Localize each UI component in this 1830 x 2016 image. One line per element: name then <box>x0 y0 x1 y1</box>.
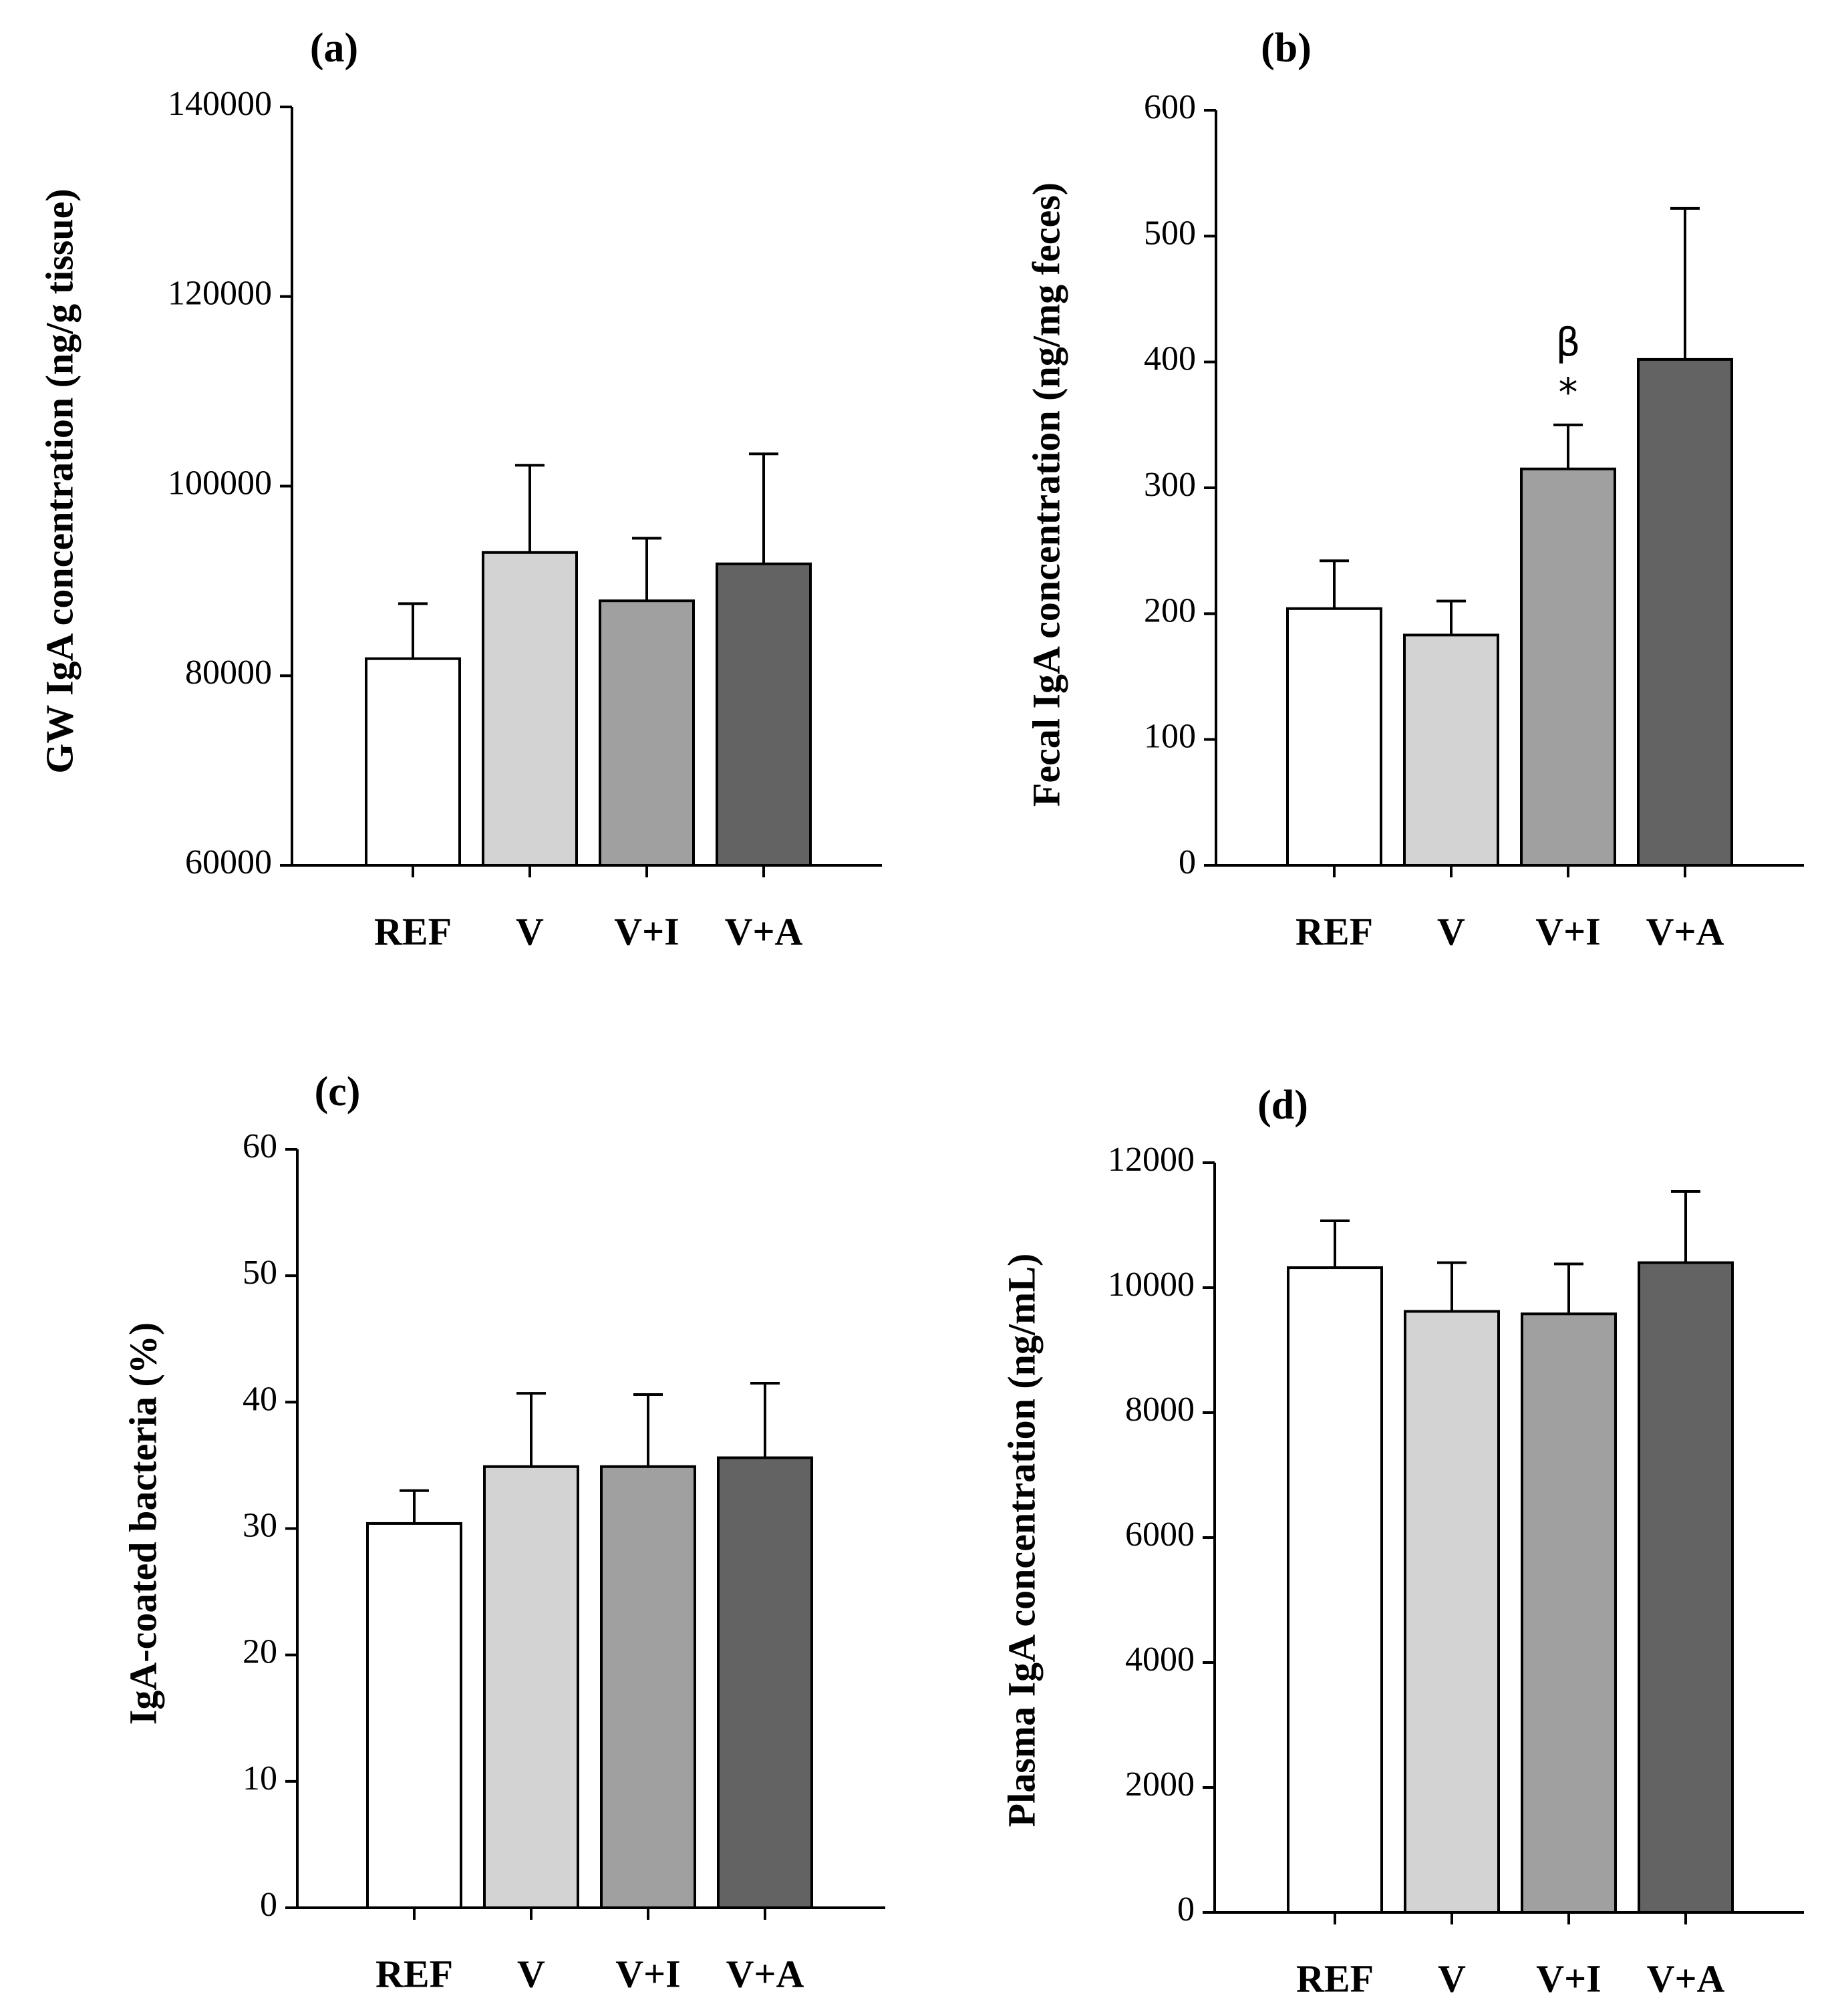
y-tick-label: 50 <box>243 1254 277 1292</box>
x-category-label: V <box>516 909 544 953</box>
y-tick-label: 100 <box>1144 718 1196 756</box>
y-tick-label: 6000 <box>1125 1516 1195 1554</box>
y-tick-label: 140000 <box>168 85 272 123</box>
y-tick-label: 100000 <box>168 464 272 502</box>
y-tick-label: 600 <box>1144 88 1196 126</box>
bar-V+A <box>716 562 812 867</box>
y-tick-label: 40 <box>243 1380 277 1418</box>
y-axis-title: GW IgA concentration (ng/g tissue) <box>37 188 81 773</box>
y-tick-label: 400 <box>1144 340 1196 378</box>
y-tick-label: 120000 <box>168 275 272 313</box>
bar-V+A <box>1638 1261 1734 1914</box>
bar-V+I <box>599 599 695 867</box>
x-category-label: V+A <box>1646 909 1724 953</box>
y-axis-title: IgA-coated bacteria (%) <box>121 1322 164 1725</box>
y-tick-label: 30 <box>243 1506 277 1544</box>
chart-panel-3: (c) IgA-coated bacteria (%) 0 10 20 30 40 50 60 R… <box>121 1069 885 1995</box>
y-axis-title: Fecal IgA concentration (ng/mg feces) <box>1024 182 1068 807</box>
x-category-label: V+I <box>614 909 679 953</box>
x-category-label: V <box>517 1952 545 1995</box>
chart-panel-2: (b) Fecal IgA concentration (ng/mg feces)… <box>1024 25 1804 953</box>
bar-V <box>482 551 578 867</box>
x-category-label: V+I <box>615 1952 681 1995</box>
x-category-label: V+A <box>726 1952 804 1995</box>
panel-label: (a) <box>310 25 358 71</box>
significance-marker: β <box>1555 319 1580 365</box>
y-tick-label: 500 <box>1144 214 1196 252</box>
bar-REF <box>366 1522 462 1909</box>
y-axis-title: Plasma IgA concentration (ng/mL) <box>1000 1254 1043 1828</box>
y-tick-label: 300 <box>1144 466 1196 504</box>
x-category-label: REF <box>1295 909 1373 953</box>
chart-panel-4: (d) Plasma IgA concentration (ng/mL) 0 2000… <box>1000 1083 1804 2000</box>
chart-panel-1: (a) GW IgA concentration (ng/g tissue) 600… <box>37 25 882 953</box>
x-category-label: V+I <box>1535 909 1601 953</box>
x-category-label: REF <box>374 909 452 953</box>
y-tick-label: 60000 <box>185 843 272 881</box>
x-category-label: V+A <box>1647 1957 1725 2000</box>
bar-V+I <box>1521 1312 1617 1914</box>
x-category-label: REF <box>375 1952 453 1995</box>
x-category-label: V+I <box>1536 1957 1602 2000</box>
bar-V+I <box>1520 467 1616 867</box>
bar-REF <box>1287 1266 1383 1914</box>
y-tick-label: 12000 <box>1108 1141 1195 1179</box>
bar-V+A <box>1637 357 1733 867</box>
y-tick-label: 60 <box>243 1127 277 1165</box>
panel-label: (c) <box>315 1069 361 1115</box>
y-tick-label: 20 <box>243 1633 277 1671</box>
bar-V <box>483 1465 579 1909</box>
bar-V <box>1404 1310 1500 1914</box>
x-category-label: REF <box>1296 1957 1374 2000</box>
significance-marker: * <box>1559 370 1578 415</box>
y-tick-label: 10 <box>243 1759 277 1797</box>
panel-label: (b) <box>1261 25 1312 71</box>
y-tick-label: 4000 <box>1125 1640 1195 1679</box>
y-tick-label: 80000 <box>185 654 272 692</box>
y-tick-label: 0 <box>260 1886 277 1924</box>
y-tick-label: 8000 <box>1125 1391 1195 1429</box>
panel-label: (d) <box>1257 1083 1308 1128</box>
x-category-label: V+A <box>725 909 803 953</box>
y-tick-label: 0 <box>1179 843 1196 881</box>
y-tick-label: 0 <box>1177 1890 1195 1928</box>
y-tick-label: 10000 <box>1108 1266 1195 1304</box>
x-category-label: V <box>1438 1957 1466 2000</box>
bar-V+I <box>600 1465 696 1909</box>
x-category-label: V <box>1437 909 1465 953</box>
y-tick-label: 200 <box>1144 591 1196 629</box>
bar-V <box>1403 633 1499 867</box>
bar-REF <box>1286 607 1382 867</box>
bar-REF <box>365 657 461 867</box>
bar-V+A <box>717 1456 813 1909</box>
y-tick-label: 2000 <box>1125 1765 1195 1804</box>
